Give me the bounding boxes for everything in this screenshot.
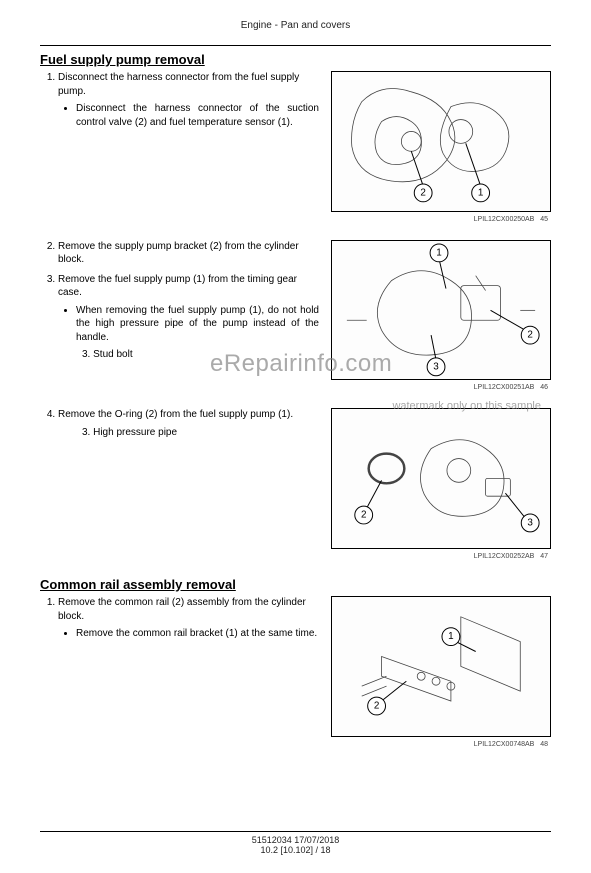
fig2-callout-1: 1: [436, 247, 442, 258]
step1-figure: 2 1 LPIL12CX00250AB 45: [331, 71, 551, 212]
fig2-caption: LPIL12CX00251AB 46: [474, 384, 548, 391]
step3-text: Remove the fuel supply pump (1) from the…: [58, 273, 319, 362]
section1-step4: Remove the O-ring (2) from the fuel supp…: [40, 408, 551, 549]
step1-body: Disconnect the harness connector from th…: [58, 72, 299, 97]
fig2-callout-3: 3: [433, 361, 439, 372]
s2-step1-text-col: Remove the common rail (2) assembly from…: [40, 596, 319, 737]
fig3-caption: LPIL12CX00252AB 47: [474, 553, 548, 560]
footer-line1: 51512034 17/07/2018: [40, 835, 551, 845]
step1-text-col: Disconnect the harness connector from th…: [40, 71, 319, 212]
page-footer: 51512034 17/07/2018 10.2 [10.102] / 18: [40, 831, 551, 855]
step3-figure: 1 2 3 LPIL12CX00251AB 46: [331, 240, 551, 381]
step4-body: Remove the O-ring (2) from the fuel supp…: [58, 409, 293, 420]
step2-text: Remove the supply pump bracket (2) from …: [58, 240, 319, 267]
s2-step1-bullet1: Remove the common rail bracket (1) at th…: [76, 627, 319, 641]
step1-text: Disconnect the harness connector from th…: [58, 71, 319, 129]
step3-sub3: 3. Stud bolt: [82, 348, 319, 362]
page-header: Engine - Pan and covers: [40, 20, 551, 31]
fig4-callout-1: 1: [448, 631, 454, 642]
fig3-callout-2: 2: [361, 510, 367, 521]
fig1-callout-2: 2: [420, 187, 426, 198]
fig2-callout-2: 2: [527, 329, 533, 340]
fig4-callout-2: 2: [374, 701, 380, 712]
step4-text-col: Remove the O-ring (2) from the fuel supp…: [40, 408, 319, 549]
section2-title: Common rail assembly removal: [40, 577, 551, 592]
s2-step1-body: Remove the common rail (2) assembly from…: [58, 597, 306, 622]
fig1-callout-1: 1: [478, 187, 484, 198]
section1-title: Fuel supply pump removal: [40, 52, 551, 67]
step3-bullet1: When removing the fuel supply pump (1), …: [76, 304, 319, 345]
footer-line2: 10.2 [10.102] / 18: [40, 845, 551, 855]
top-divider: [40, 45, 551, 46]
s2-step1-figure: 1 2 LPIL12CX00748AB 48: [331, 596, 551, 737]
section1-step2-3: Remove the supply pump bracket (2) from …: [40, 240, 551, 381]
step4-figure: 2 3 LPIL12CX00252AB 47: [331, 408, 551, 549]
step1-bullet1: Disconnect the harness connector of the …: [76, 102, 319, 129]
step4-text: Remove the O-ring (2) from the fuel supp…: [58, 408, 319, 439]
step2-3-text-col: Remove the supply pump bracket (2) from …: [40, 240, 319, 381]
fig1-caption: LPIL12CX00250AB 45: [474, 216, 548, 223]
step4-sub3: 3. High pressure pipe: [82, 426, 319, 440]
s2-step1-text: Remove the common rail (2) assembly from…: [58, 596, 319, 641]
fig4-caption: LPIL12CX00748AB 48: [474, 741, 548, 748]
section1-step1: Disconnect the harness connector from th…: [40, 71, 551, 212]
section2-step1: Remove the common rail (2) assembly from…: [40, 596, 551, 737]
step3-body: Remove the fuel supply pump (1) from the…: [58, 274, 297, 299]
fig3-callout-3: 3: [527, 518, 533, 529]
